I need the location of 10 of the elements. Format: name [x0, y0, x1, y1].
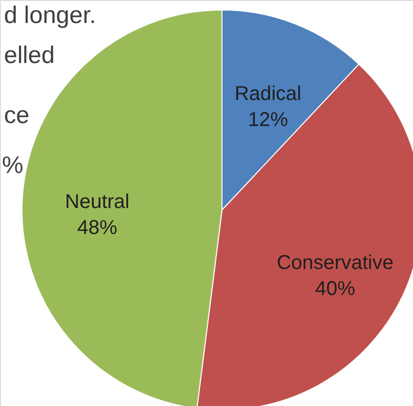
text: ce — [4, 102, 30, 129]
slice-label: Neutral — [65, 191, 130, 214]
text: elled — [4, 42, 55, 69]
text: % — [2, 152, 24, 179]
text: d longer. — [4, 2, 96, 29]
data-label: 40% — [315, 278, 356, 300]
slice-label: Radical — [234, 82, 302, 105]
data-label: 12% — [248, 108, 288, 131]
slice-label: Conservative — [276, 252, 394, 274]
data-label: 48% — [77, 217, 118, 240]
